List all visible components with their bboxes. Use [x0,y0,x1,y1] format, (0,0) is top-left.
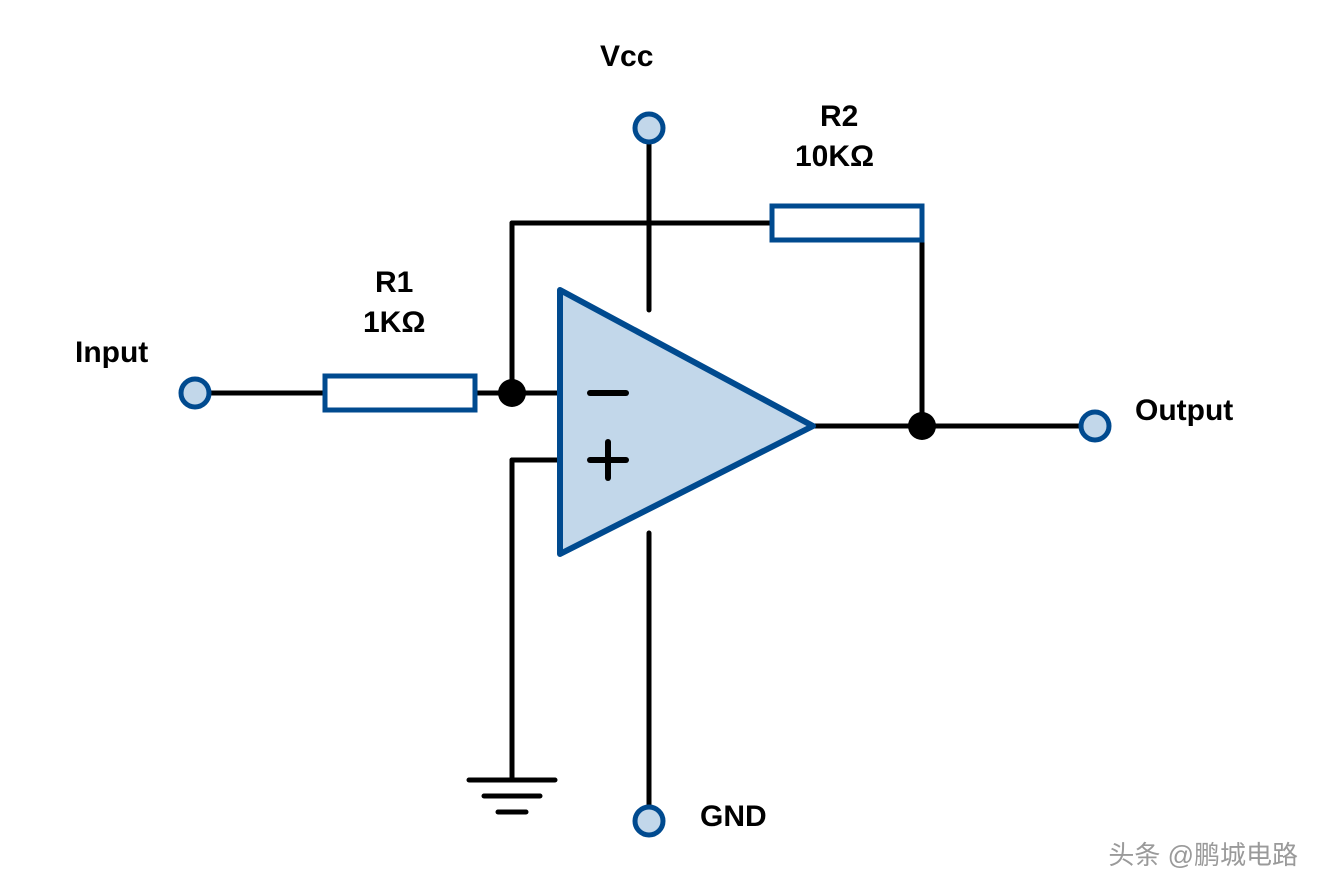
circuit-diagram [0,0,1318,884]
label-r2-val: 10KΩ [795,140,874,174]
label-gnd: GND [700,800,767,834]
label-input: Input [75,336,148,370]
label-vcc: Vcc [600,40,653,74]
label-r2-name: R2 [820,100,858,134]
label-r1-name: R1 [375,266,413,300]
watermark: 头条 @鹏城电路 [1108,835,1298,872]
label-r1-val: 1KΩ [363,306,425,340]
label-output: Output [1135,394,1233,428]
